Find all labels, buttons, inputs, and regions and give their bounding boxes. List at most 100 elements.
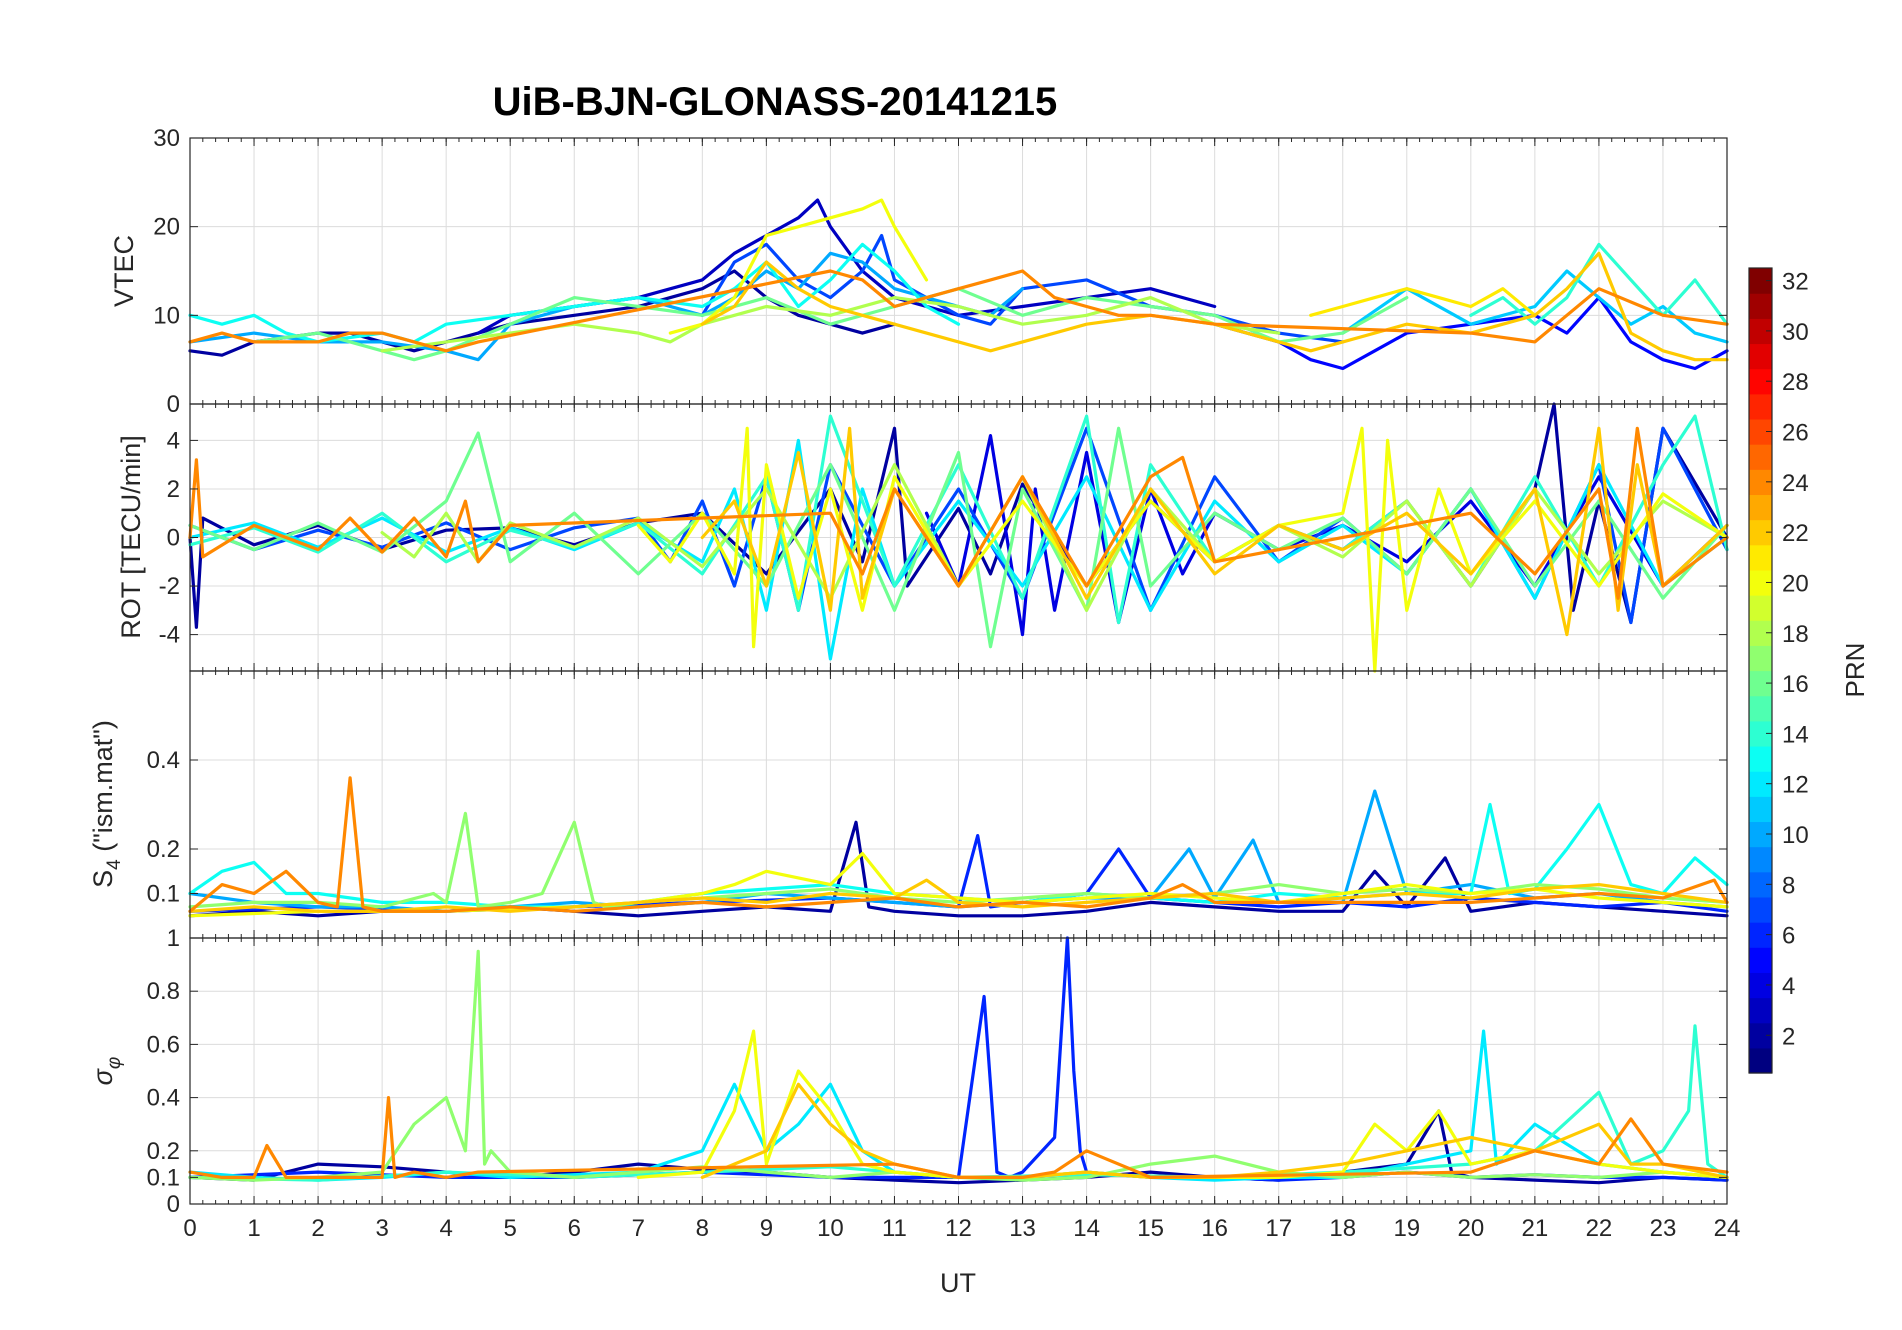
series-prn-5 (1213, 296, 1729, 371)
colorbar-strip (1749, 595, 1772, 621)
series-prn-16 (188, 426, 1729, 649)
x-tick-label: 7 (632, 1215, 645, 1242)
x-tick-labels: 0 1 2 3 4 5 6 7 8 9 10 11 12 13 14 15 16 17 18 19 20 21 22 23 24 (183, 1215, 1740, 1242)
colorbar-label: PRN (1840, 643, 1870, 698)
x-tick-label: 3 (375, 1215, 388, 1242)
y-tick-label: 1 (167, 925, 180, 952)
colorbar-strip (1749, 972, 1772, 999)
y-tick-label: 0.1 (147, 1164, 180, 1191)
y-tick-label: -2 (159, 573, 180, 600)
colorbar-strip (1749, 620, 1772, 646)
x-tick-label: 12 (945, 1215, 972, 1242)
x-tick-label: 9 (760, 1215, 773, 1242)
colorbar-tick-label: 4 (1782, 973, 1795, 1000)
series-prn-21 (1309, 287, 1537, 317)
colorbar-strip (1749, 871, 1772, 898)
colorbar-tick-label: 16 (1782, 671, 1809, 698)
x-tick-label: 18 (1329, 1215, 1356, 1242)
x-tick-label: 5 (504, 1215, 517, 1242)
y-tick-label: 0.1 (147, 881, 180, 908)
x-tick-label: 20 (1457, 1215, 1484, 1242)
series-prn-24 (188, 1095, 1729, 1180)
colorbar-tick-label: 6 (1782, 923, 1795, 950)
colorbar-tick-label: 20 (1782, 570, 1809, 597)
colorbar-strip (1749, 268, 1772, 294)
ylabel-s4-subscript: 4 (104, 859, 125, 870)
x-tick-label: 17 (1265, 1215, 1292, 1242)
colorbar-tick-label: 28 (1782, 369, 1809, 396)
colorbar-strip (1749, 469, 1772, 496)
colorbar-strip (1749, 846, 1772, 873)
colorbar-tick-label: 22 (1782, 520, 1809, 547)
panel-rot: -4 -2 0 2 4 ROT [TECU/min] (116, 402, 1729, 673)
colorbar-tick-label: 32 (1782, 269, 1809, 296)
colorbar-strip (1749, 997, 1772, 1024)
y-tick-label: 0 (167, 1191, 180, 1218)
series-prn-13 (188, 802, 1729, 909)
series-prn-20 (668, 198, 929, 335)
colorbar-strip (1749, 368, 1772, 395)
y-tick-label: 20 (153, 214, 180, 241)
series-prn-22 (700, 426, 1729, 637)
colorbar-strip (1749, 771, 1772, 797)
x-tick-label: 23 (1650, 1215, 1677, 1242)
colorbar-strip (1749, 544, 1772, 571)
series-prn-24 (188, 426, 1729, 600)
colorbar-frame (1748, 267, 1773, 1074)
y-tick-label: 30 (153, 125, 180, 152)
x-tick-label: 22 (1586, 1215, 1613, 1242)
y-tick-label: 0.4 (147, 1085, 180, 1112)
y-tick-label: -4 (159, 622, 180, 649)
x-tick-label: 11 (882, 1215, 907, 1242)
colorbar-strip (1749, 418, 1772, 445)
colorbar-tick-label: 24 (1782, 470, 1809, 497)
chart-title: UiB-BJN-GLONASS-20141215 (493, 80, 1058, 124)
colorbar-tick-label: 30 (1782, 319, 1809, 346)
ylabel-vtec: VTEC (109, 235, 139, 307)
ylabel-rot: ROT [TECU/min] (116, 435, 146, 639)
colorbar-strip (1749, 720, 1772, 747)
colorbar-strip (1749, 1047, 1772, 1074)
colorbar-strip (1749, 821, 1772, 848)
y-tick-label: 0.2 (147, 836, 180, 863)
ylabel-sigma-phi-subscript: φ (104, 1057, 125, 1069)
colorbar-strips (1749, 268, 1772, 1074)
series-prn-17 (188, 811, 1729, 909)
colorbar-strip (1749, 745, 1772, 772)
colorbar-tick-label: 18 (1782, 621, 1809, 648)
x-tick-label: 0 (183, 1215, 196, 1242)
colorbar-tick-label: 14 (1782, 721, 1809, 748)
y-tick-label: 0 (167, 525, 180, 552)
x-tick-label: 16 (1201, 1215, 1228, 1242)
colorbar-tick-label: 10 (1782, 822, 1809, 849)
colorbar-tick-label: 12 (1782, 772, 1809, 799)
colorbar-tick-label: 26 (1782, 420, 1809, 447)
y-tick-label: 0.8 (147, 978, 180, 1005)
panel-sigma-phi: 00.10.2 0.4 0.6 0.8 1 σφ (88, 925, 1729, 1218)
colorbar-strip (1749, 896, 1772, 923)
y-tick-label: 0 (167, 391, 180, 418)
colorbar-strip (1749, 343, 1772, 370)
colorbar-strip (1749, 1022, 1772, 1049)
panel-s4: 0.1 0.2 0.4 S4 ("ism.mat") (88, 670, 1729, 939)
x-tick-label: 10 (817, 1215, 844, 1242)
x-tick-label: 24 (1714, 1215, 1741, 1242)
x-tick-label: 19 (1393, 1215, 1420, 1242)
series-prn-11 (1341, 269, 1729, 344)
colorbar-strip (1749, 796, 1772, 823)
colorbar-strip (1749, 393, 1772, 420)
x-tick-label: 8 (696, 1215, 709, 1242)
x-tick-label: 15 (1137, 1215, 1164, 1242)
colorbar-strip (1749, 519, 1772, 546)
colorbar-strip (1749, 318, 1772, 345)
colorbar-tick-label: 8 (1782, 872, 1795, 899)
x-tick-label: 13 (1009, 1215, 1036, 1242)
colorbar-strip (1749, 695, 1772, 722)
y-tick-label: 0.4 (147, 747, 180, 774)
y-tick-label: 2 (167, 476, 180, 503)
y-tick-label: 4 (167, 427, 180, 454)
series-prn-24 (188, 269, 1729, 353)
